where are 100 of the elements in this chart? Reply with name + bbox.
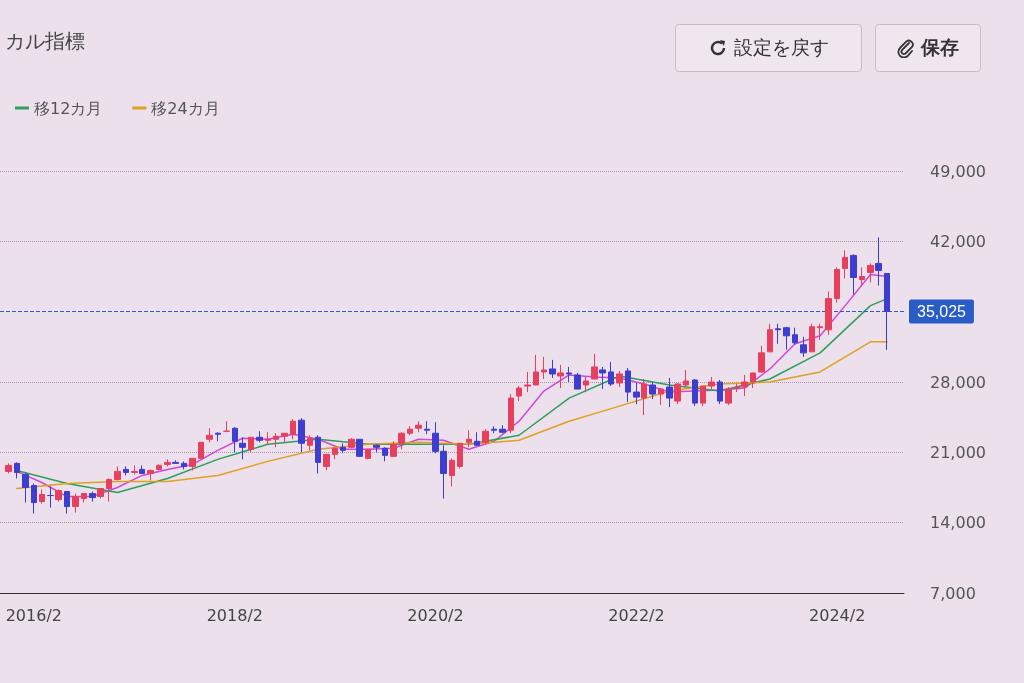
candlestick <box>474 431 480 446</box>
candlestick <box>223 420 230 433</box>
candlestick <box>700 385 706 407</box>
x-tick-label: 2018/2 <box>206 605 263 625</box>
candlestick <box>683 369 689 388</box>
candlestick <box>875 236 882 287</box>
candlestick <box>114 465 121 481</box>
candlestick <box>315 434 321 474</box>
candlestick <box>97 488 104 500</box>
candlestick <box>298 417 305 453</box>
candlestick <box>566 366 572 383</box>
candlestick <box>248 436 254 453</box>
candlestick <box>424 420 430 435</box>
candlestick <box>340 442 346 454</box>
candlestick <box>867 262 874 284</box>
candlestick <box>692 378 698 407</box>
candlestick <box>290 418 296 440</box>
candlestick <box>608 361 614 387</box>
y-tick-label: 21,000 <box>930 442 986 462</box>
candlestick <box>172 459 179 464</box>
candlestick <box>147 468 154 481</box>
candlestick <box>674 382 681 405</box>
legend-label: 移12カ月 <box>34 98 103 118</box>
candlestick <box>725 386 732 406</box>
candlestick <box>574 372 581 390</box>
candlestick <box>307 434 313 451</box>
candlestick <box>390 440 397 457</box>
candlestick <box>842 249 848 280</box>
candlestick <box>323 453 330 471</box>
candlestick <box>281 432 288 444</box>
candlestick <box>859 266 865 287</box>
candlestick <box>215 431 221 442</box>
candlestick <box>89 491 96 503</box>
candlestick <box>55 489 62 503</box>
candlestick <box>14 461 20 479</box>
candlestick <box>658 387 664 406</box>
candlestick <box>549 359 556 379</box>
y-tick-label: 42,000 <box>930 231 986 251</box>
candlestick <box>72 493 79 514</box>
candlestick <box>524 371 531 393</box>
candlestick <box>449 457 455 487</box>
candlestick <box>758 345 765 374</box>
candlestick <box>599 366 606 390</box>
candlestick <box>106 477 112 503</box>
candlestick <box>139 464 145 474</box>
candlestick <box>482 428 489 445</box>
candlestick <box>850 253 857 296</box>
candlestick <box>373 443 380 453</box>
candlestick <box>398 431 405 450</box>
candlestick <box>457 442 463 469</box>
candlestick <box>265 431 271 445</box>
candlestick <box>825 291 832 336</box>
candlestick <box>783 326 790 351</box>
candlestick <box>39 489 45 505</box>
text: 設定を戻す <box>734 35 829 60</box>
candlestick <box>800 336 807 358</box>
candlestick <box>541 356 547 380</box>
candlestick <box>817 323 823 341</box>
candlestick <box>47 486 54 509</box>
candlestick <box>834 266 840 304</box>
candlestick <box>348 437 355 449</box>
candlestick <box>332 446 338 460</box>
y-tick-label: 14,000 <box>930 513 986 533</box>
candlestick <box>164 458 171 467</box>
candlestick <box>356 438 363 457</box>
candlestick <box>491 425 497 434</box>
chart-title: カル指標 <box>5 29 85 53</box>
candlestick <box>708 376 715 390</box>
text: 保存 <box>921 35 959 60</box>
candlestick <box>5 462 12 474</box>
candlestick <box>557 364 564 389</box>
candlestick <box>189 457 196 471</box>
candlestick <box>767 323 773 353</box>
candlestick <box>641 378 647 416</box>
candlestick <box>583 376 589 393</box>
candlestick <box>206 427 213 443</box>
candlestick <box>415 420 422 433</box>
line-series <box>16 341 888 490</box>
candlestick <box>750 372 756 389</box>
candlestick <box>273 432 279 448</box>
y-tick-label: 49,000 <box>930 161 986 181</box>
candlestick <box>198 441 204 459</box>
candlestick <box>239 436 246 460</box>
candlestick <box>717 379 723 405</box>
candlestick <box>633 382 640 405</box>
y-tick-label: 28,000 <box>930 372 986 392</box>
candlestick <box>466 429 472 448</box>
ref-line-label: 35,025 <box>917 302 967 320</box>
candlestick <box>516 385 522 402</box>
candlestick <box>649 381 656 400</box>
candlestick <box>31 482 37 515</box>
x-tick-label: 2022/2 <box>608 605 665 625</box>
candlestick <box>64 491 70 515</box>
x-tick-label: 2024/2 <box>809 605 866 625</box>
candlestick <box>775 323 781 345</box>
candlestick <box>382 446 388 462</box>
candlestick <box>123 465 129 476</box>
candlestick <box>533 354 539 386</box>
candlestick <box>666 377 673 408</box>
candlestick <box>407 425 413 436</box>
